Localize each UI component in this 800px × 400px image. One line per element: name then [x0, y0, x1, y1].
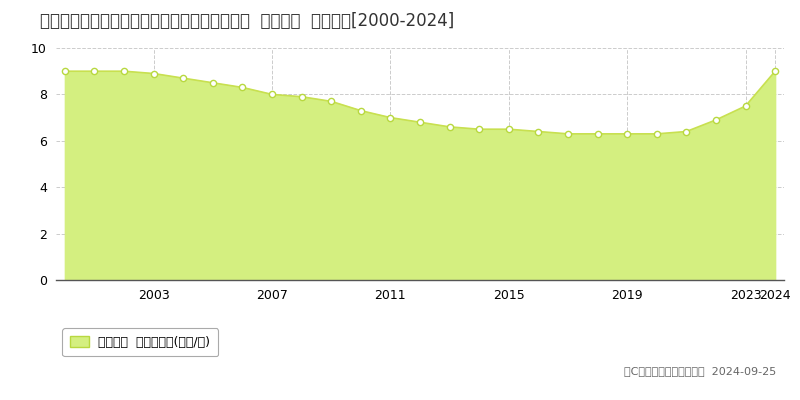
Point — [384, 114, 397, 121]
Point — [650, 131, 663, 137]
Point — [177, 75, 190, 81]
Point — [236, 84, 249, 91]
Point — [325, 98, 338, 104]
Point — [473, 126, 486, 132]
Point — [414, 119, 426, 126]
Point — [443, 124, 456, 130]
Point — [266, 91, 278, 98]
Legend: 公示地価  平均坪単価(万円/坪): 公示地価 平均坪単価(万円/坪) — [62, 328, 218, 356]
Point — [769, 68, 782, 74]
Point — [88, 68, 101, 74]
Point — [206, 80, 219, 86]
Point — [147, 70, 160, 77]
Text: 北海道中川郡幕別町札内あかしや町４７番２３  公示地価  地価推移[2000-2024]: 北海道中川郡幕別町札内あかしや町４７番２３ 公示地価 地価推移[2000-202… — [40, 12, 454, 30]
Point — [532, 128, 545, 135]
Point — [680, 128, 693, 135]
Point — [562, 131, 574, 137]
Point — [295, 94, 308, 100]
Point — [58, 68, 71, 74]
Point — [502, 126, 515, 132]
Point — [118, 68, 130, 74]
Point — [354, 108, 367, 114]
Point — [710, 117, 722, 123]
Point — [621, 131, 634, 137]
Text: （C）土地価格ドットコム  2024-09-25: （C）土地価格ドットコム 2024-09-25 — [624, 366, 776, 376]
Point — [739, 103, 752, 109]
Point — [591, 131, 604, 137]
